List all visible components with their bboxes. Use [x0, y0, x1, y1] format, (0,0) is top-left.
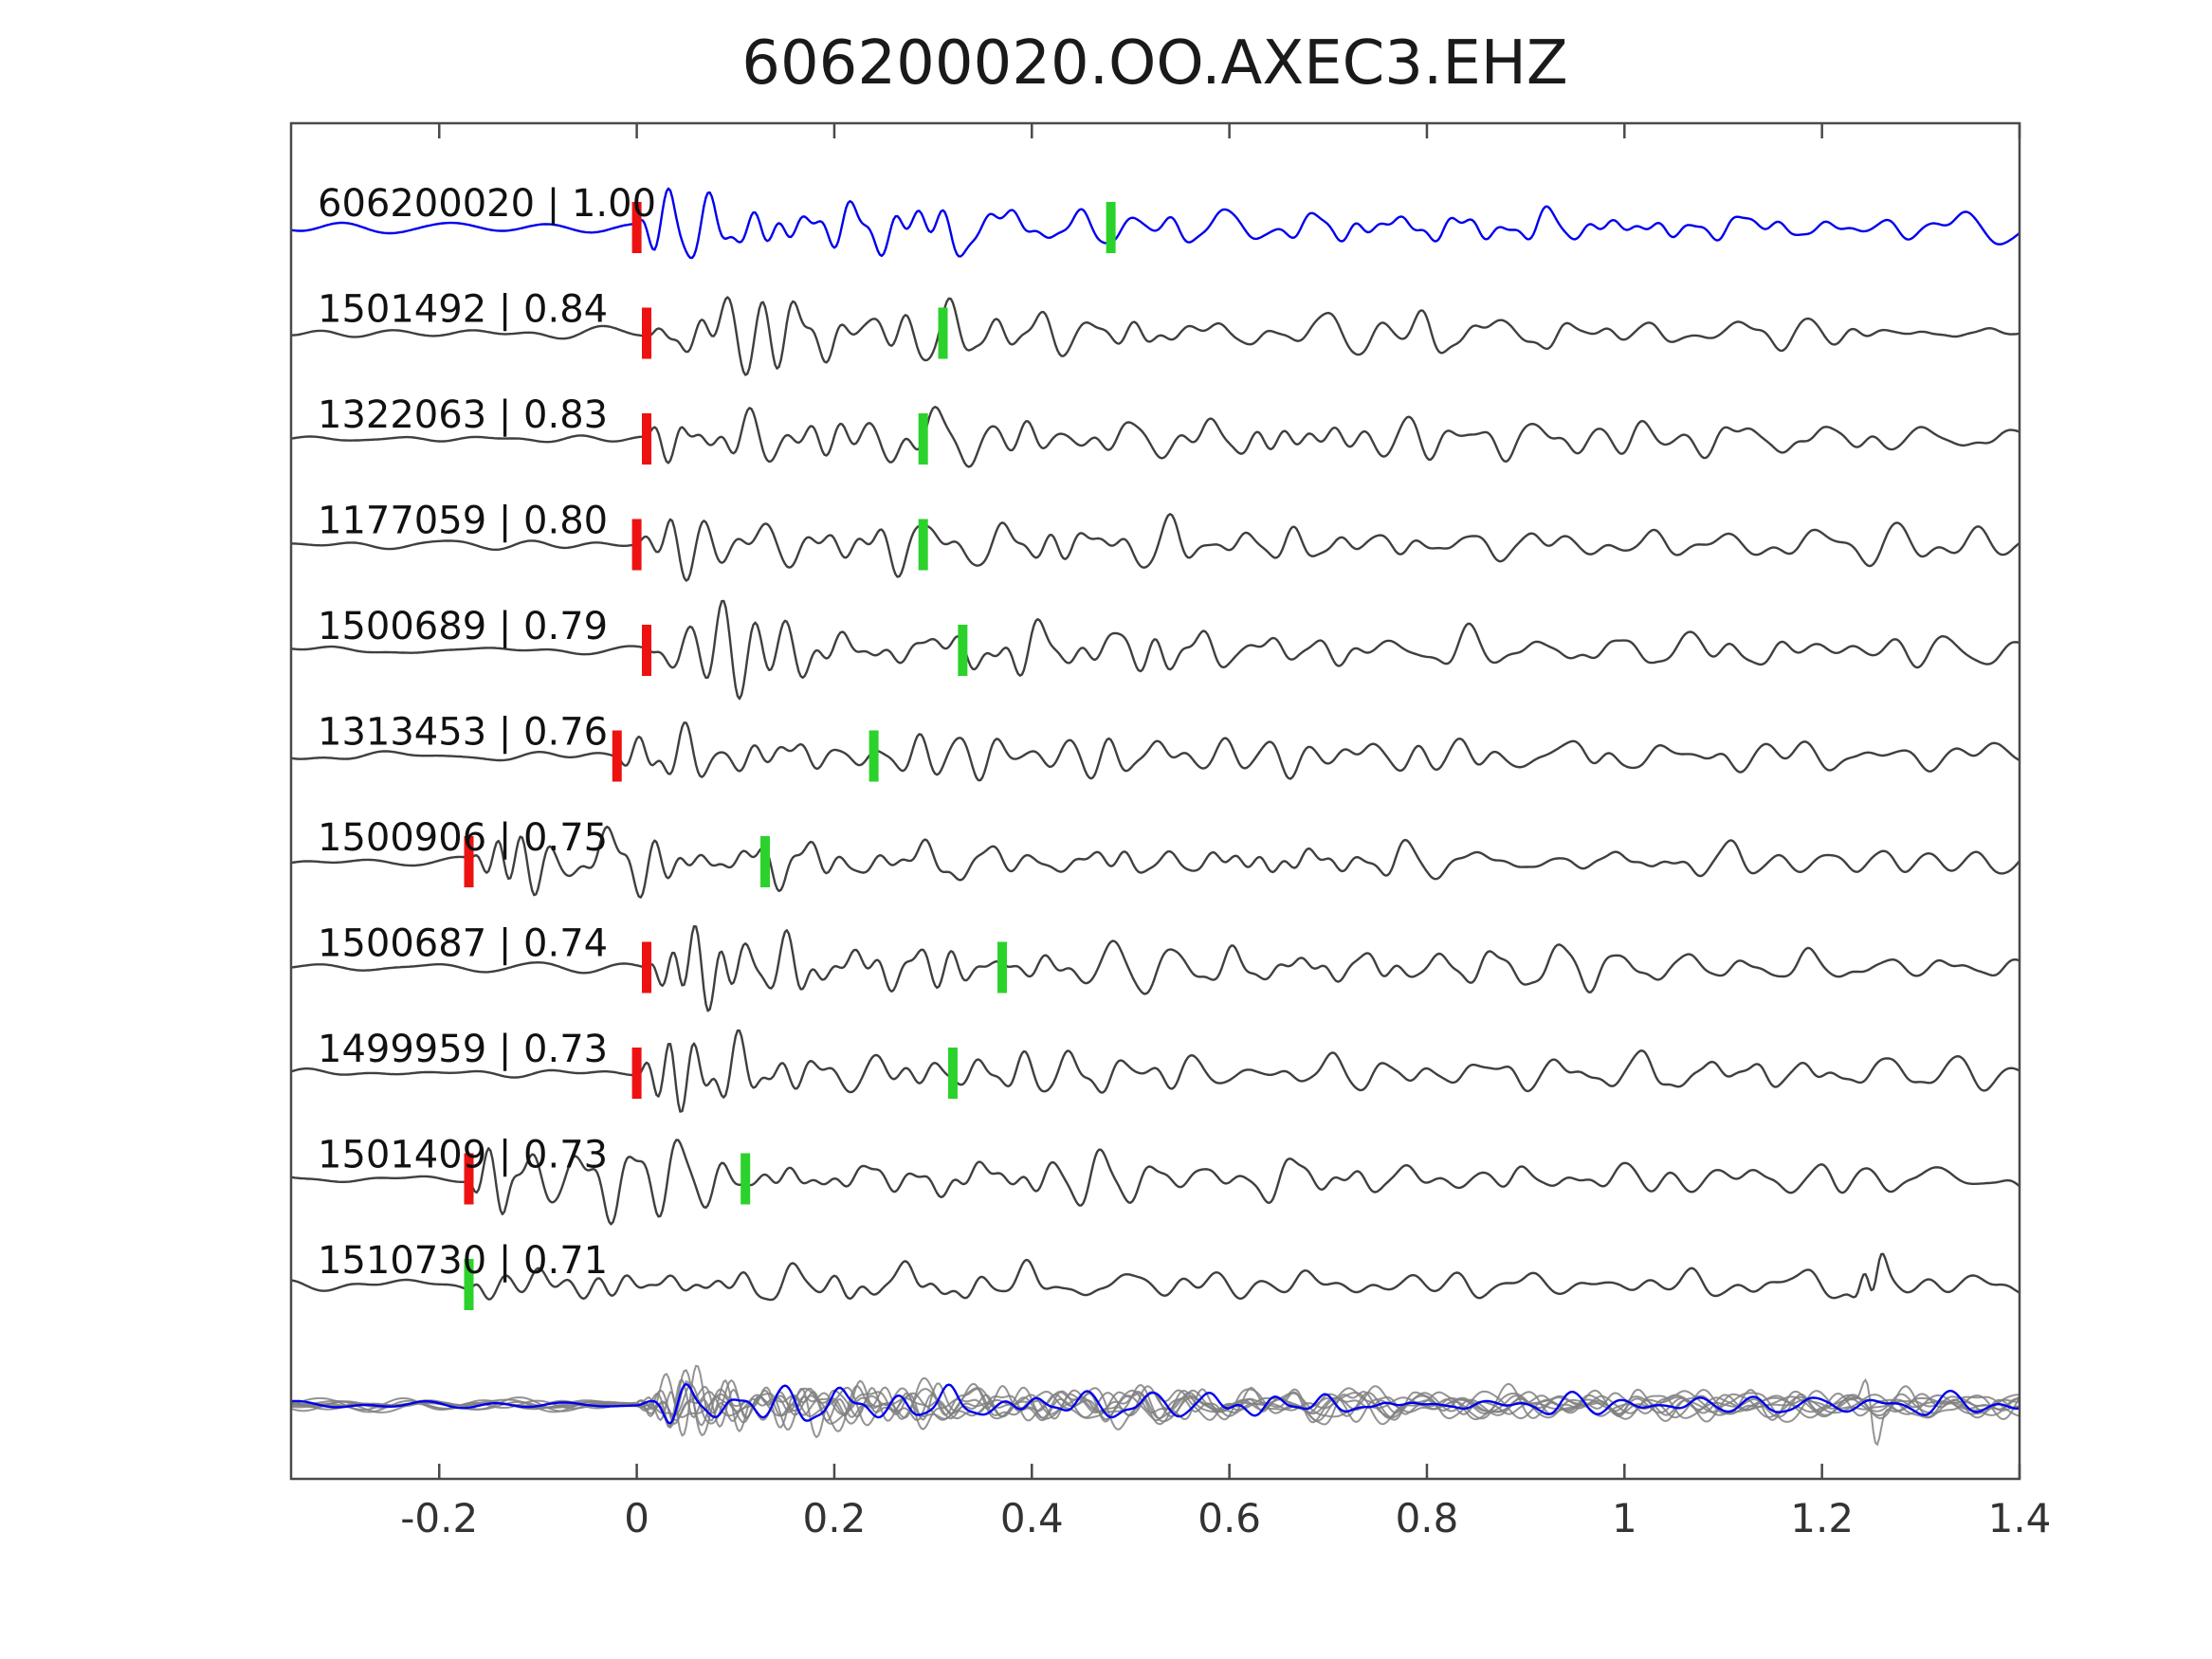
waveform-trace-1313453 — [291, 721, 2020, 782]
waveform-trace-1500906 — [291, 825, 2020, 899]
x-tick-label: 0.4 — [1000, 1495, 1064, 1541]
x-tick-label: 1.2 — [1790, 1495, 1854, 1541]
x-tick-label: 0.6 — [1197, 1495, 1261, 1541]
waveform-trace-606200020 — [291, 187, 2020, 260]
waveform-trace-1500689 — [291, 599, 2020, 701]
x-tick-label: 0.8 — [1396, 1495, 1459, 1541]
trace-label: 1322063 | 0.83 — [318, 393, 608, 437]
stack-layer — [291, 1364, 2020, 1447]
x-tick-label: 1.4 — [1988, 1495, 2052, 1541]
stack-template-overlay — [291, 1382, 2020, 1425]
picks-layer — [464, 202, 1116, 1310]
waveform-trace-1499959 — [291, 1029, 2020, 1113]
trace-label: 1500906 | 0.75 — [318, 816, 608, 860]
x-tick-label: 1 — [1612, 1495, 1637, 1541]
trace-label: 1313453 | 0.76 — [318, 711, 608, 755]
stack-trace — [291, 1376, 2020, 1447]
figure-title: 606200020.OO.AXEC3.EHZ — [741, 28, 1568, 99]
x-tick-label: 0.2 — [803, 1495, 867, 1541]
trace-label: 1510730 | 0.71 — [318, 1239, 608, 1283]
waveform-trace-1510730 — [291, 1252, 2020, 1302]
waveform-trace-1501409 — [291, 1139, 2020, 1226]
x-tick-label: 0 — [624, 1495, 649, 1541]
waveform-trace-1501492 — [291, 296, 2020, 376]
waveform-trace-1500687 — [291, 924, 2020, 1012]
waveform-trace-1177059 — [291, 513, 2020, 582]
trace-label: 1501492 | 0.84 — [318, 288, 608, 332]
trace-label: 1500687 | 0.74 — [318, 922, 608, 966]
plot-border — [289, 121, 2021, 1481]
trace-label: 1499959 | 0.73 — [318, 1028, 608, 1071]
trace-labels-layer: 606200020 | 1.00 1501492 | 0.84 1322063 | … — [318, 182, 656, 1283]
trace-label: 1177059 | 0.80 — [318, 500, 608, 543]
trace-label: 606200020 | 1.00 — [318, 182, 656, 226]
traces-layer — [291, 187, 2020, 1302]
x-tick-label: -0.2 — [400, 1495, 478, 1541]
trace-label: 1500689 | 0.79 — [318, 605, 608, 648]
trace-label: 1501409 | 0.73 — [318, 1134, 608, 1177]
x-axis-layer: -0.2 0 0.2 0.4 0.6 0.8 1 1.2 1.4 — [400, 123, 2051, 1541]
waveform-trace-1322063 — [291, 406, 2020, 468]
